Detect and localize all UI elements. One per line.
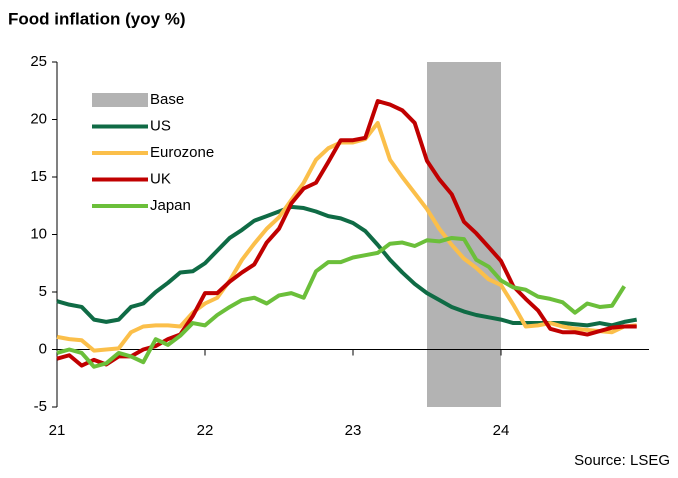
x-tick-label: 24 <box>493 422 510 439</box>
legend-swatch <box>92 93 148 107</box>
line <box>56 235 626 369</box>
legend-label: Japan <box>150 197 191 214</box>
x-tick-label: 23 <box>345 422 362 439</box>
y-tick-label: -5 <box>34 398 47 415</box>
legend-label: US <box>150 117 171 134</box>
y-tick-label: 25 <box>30 53 47 70</box>
source: Source: LSEG <box>574 452 670 469</box>
line <box>56 204 638 328</box>
chart-title: Food inflation (yoy %) <box>8 9 186 28</box>
y-tick-label: 20 <box>30 110 47 127</box>
y-tick-label: 15 <box>30 168 47 185</box>
x-tick-label: 21 <box>49 422 66 439</box>
base-band <box>427 62 501 407</box>
x-tick-label: 22 <box>197 422 214 439</box>
legend-label: Eurozone <box>150 144 214 161</box>
legend-label: UK <box>150 170 171 187</box>
y-tick-label: 10 <box>30 225 47 242</box>
line <box>56 120 637 353</box>
y-tick-label: 0 <box>39 340 47 357</box>
legend-label: Base <box>150 91 184 108</box>
y-tick-label: 5 <box>39 283 47 300</box>
